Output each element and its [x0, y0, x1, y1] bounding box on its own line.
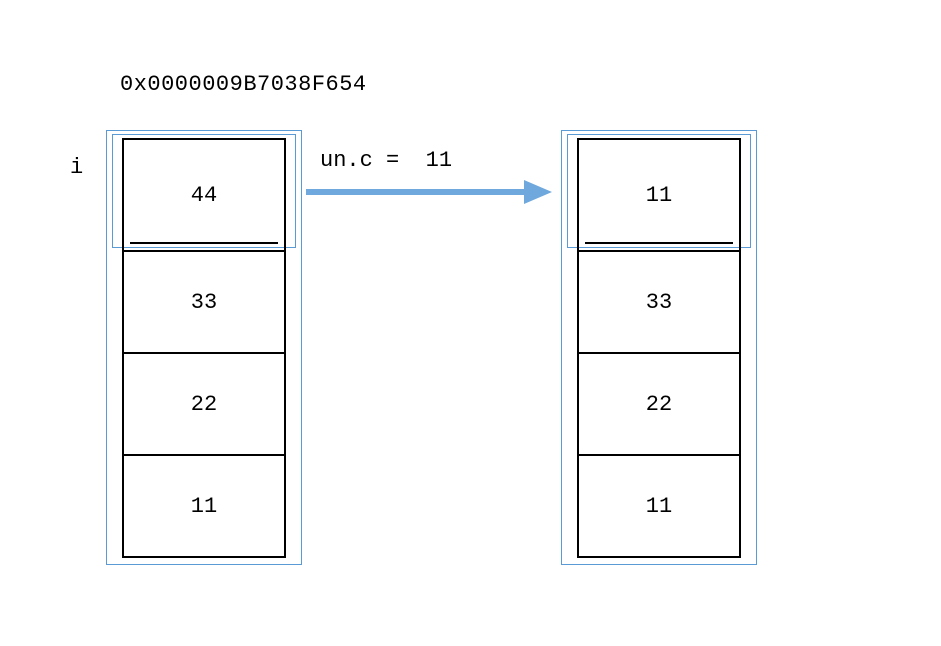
right-cell-1-value: 33	[646, 290, 672, 315]
right-cell-0: 11	[579, 140, 739, 250]
right-cell-1: 33	[579, 250, 739, 352]
left-cell-1-value: 33	[191, 290, 217, 315]
left-memory-column: 44 33 22 11	[122, 138, 286, 558]
right-cell-3: 11	[579, 454, 739, 556]
left-cell-0-underline	[130, 242, 278, 244]
right-cell-0-value: 11	[646, 183, 672, 208]
left-cell-2: 22	[124, 352, 284, 454]
left-cell-1: 33	[124, 250, 284, 352]
right-cell-2: 22	[579, 352, 739, 454]
right-memory-column: 11 33 22 11	[577, 138, 741, 558]
left-cell-0-value: 44	[191, 183, 217, 208]
left-cell-2-value: 22	[191, 392, 217, 417]
right-cell-2-value: 22	[646, 392, 672, 417]
left-cell-0: 44	[124, 140, 284, 250]
memory-address: 0x0000009B7038F654	[120, 72, 367, 97]
right-cell-3-value: 11	[646, 494, 672, 519]
arrow-head-icon	[524, 180, 552, 204]
right-cell-0-underline	[585, 242, 733, 244]
i-label: i	[70, 155, 83, 180]
left-cell-3: 11	[124, 454, 284, 556]
left-cell-3-value: 11	[191, 494, 217, 519]
arrow-label: un.c = 11	[320, 148, 452, 173]
